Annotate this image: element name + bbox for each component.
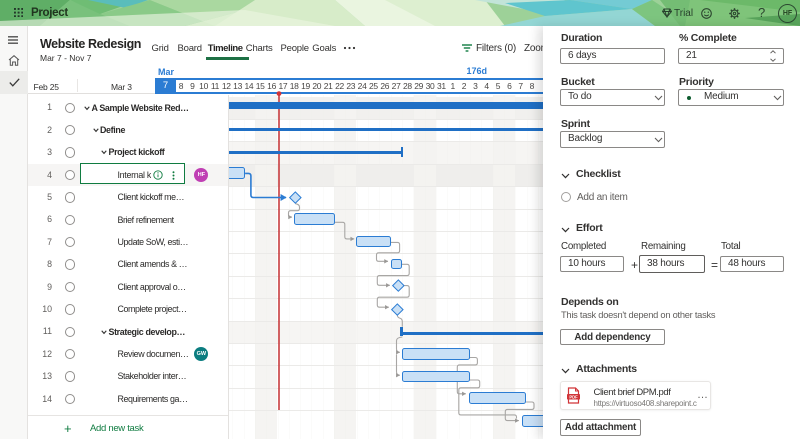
svg-text:PDF: PDF [569, 394, 578, 399]
